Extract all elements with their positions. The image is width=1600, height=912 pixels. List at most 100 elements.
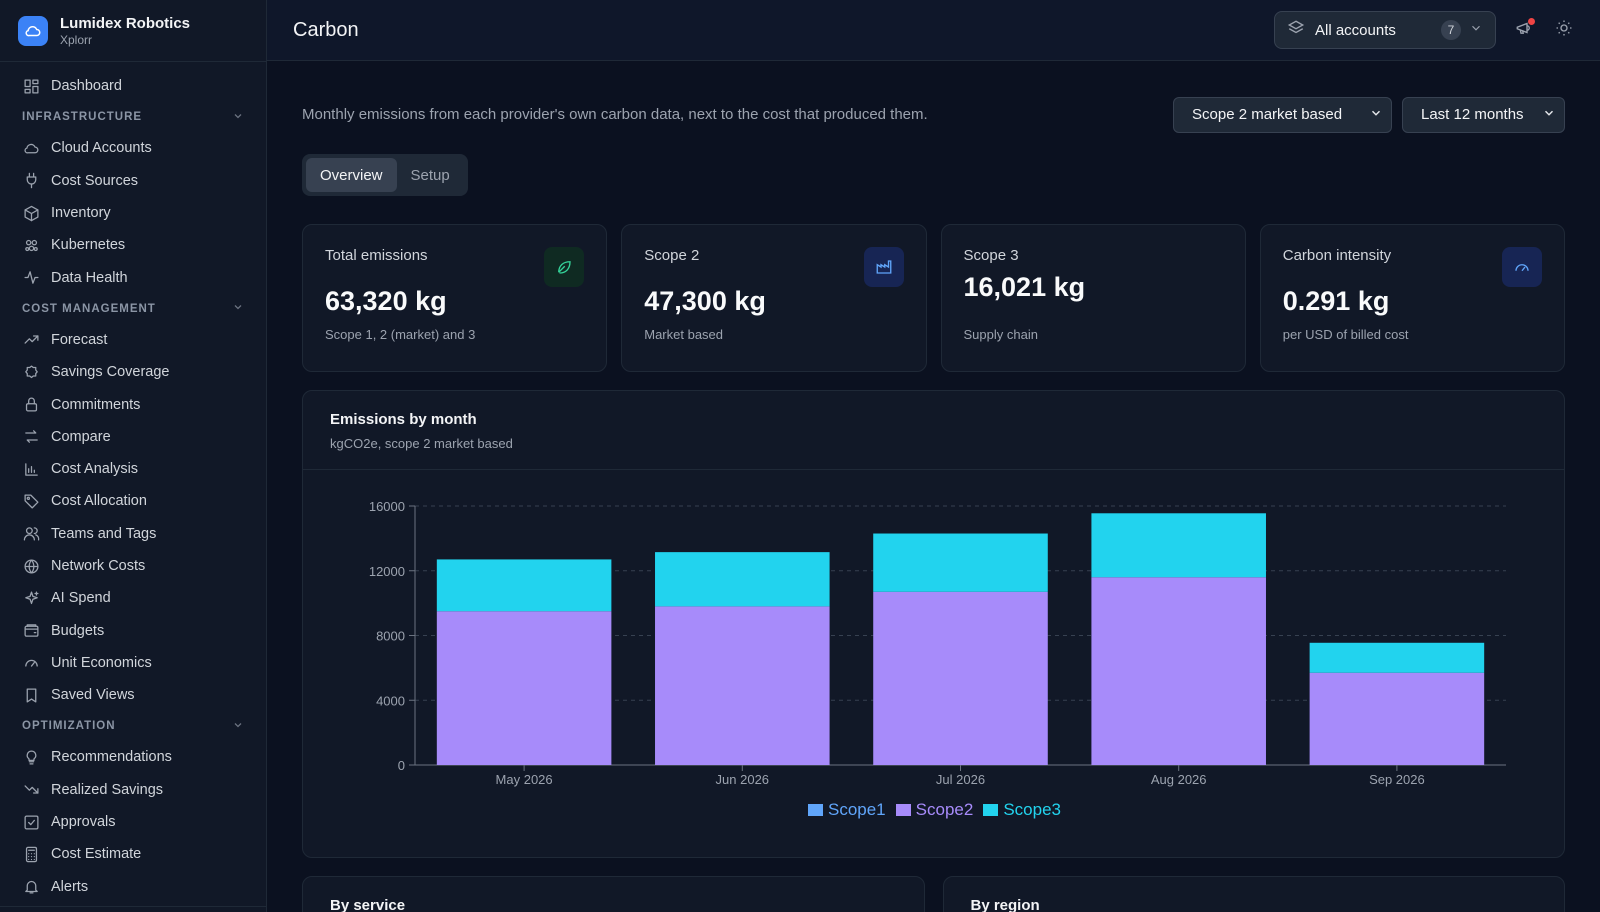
kpi-subtitle: per USD of billed cost (1282, 327, 1409, 342)
sidebar-item-label: Inventory (51, 205, 111, 222)
sun-icon (1555, 19, 1573, 42)
x-tick-label: Aug 2026 (1151, 772, 1207, 787)
sidebar-item-cost-sources[interactable]: Cost Sources (0, 165, 266, 197)
bar-scope2-jun-2026 (655, 606, 830, 765)
kpi-subtitle: Market based (644, 327, 724, 342)
sidebar-item-budgets[interactable]: Budgets (0, 614, 266, 646)
sidebar-item-alerts[interactable]: Alerts (0, 871, 266, 903)
kubernetes-icon (22, 236, 40, 254)
bar-scope3-aug-2026 (1091, 513, 1266, 578)
sidebar-item-inventory[interactable]: Inventory (0, 197, 266, 229)
cloud-icon (22, 139, 40, 157)
bar-scope3-may-2026 (436, 559, 612, 612)
chart-area: 0 4000 8000 12000 16000 May 2026 Jun 2026 Jul 2… (303, 470, 1566, 857)
pulse-icon (22, 269, 40, 287)
chevron-down-icon (232, 110, 244, 125)
sidebar-item-cost-analysis[interactable]: Cost Analysis (0, 453, 266, 485)
tab-overview[interactable]: Overview (306, 158, 397, 192)
accounts-selector[interactable]: All accounts 7 (1274, 11, 1496, 49)
theme-toggle-button[interactable] (1552, 18, 1576, 42)
sidebar-section-optimization[interactable]: OPTIMIZATION (0, 711, 266, 741)
sidebar-item-label: Savings Coverage (51, 364, 170, 381)
sidebar-item-dashboard[interactable]: Dashboard (0, 70, 266, 102)
bar-scope3-jun-2026 (655, 552, 830, 607)
users-icon (22, 525, 40, 543)
trend-up-icon (22, 331, 40, 349)
kpi-subtitle: Scope 1, 2 (market) and 3 (325, 327, 476, 342)
topbar: Carbon All accounts 7 (267, 0, 1600, 61)
layers-icon (1287, 19, 1305, 42)
legend-item-scope3[interactable]: Scope3 (983, 800, 1061, 820)
sidebar-item-approvals[interactable]: Approvals (0, 806, 266, 838)
bar-scope3-jul-2026 (873, 533, 1048, 592)
legend-swatch (895, 804, 911, 816)
badge-icon (22, 363, 40, 381)
bar-scope3-sep-2026 (1309, 642, 1485, 673)
x-tick-label: Jun 2026 (716, 772, 770, 787)
sidebar-section-cost-management[interactable]: COST MANAGEMENT (0, 294, 266, 324)
leaf-icon (544, 247, 585, 287)
sidebar-item-ai-spend[interactable]: AI Spend (0, 582, 266, 614)
sidebar-item-recommendations[interactable]: Recommendations (0, 741, 266, 773)
page-description: Monthly emissions from each provider's o… (302, 106, 928, 123)
kpi-card-scope-3: Scope 3 16,021 kg Supply chain (940, 224, 1246, 372)
arrows-swap-icon (22, 428, 40, 446)
legend-swatch (983, 804, 999, 816)
sidebar-section-infrastructure[interactable]: INFRASTRUCTURE (0, 102, 266, 132)
chevron-down-icon (1369, 106, 1383, 124)
chart-subtitle: kgCO2e, scope 2 market based (330, 436, 513, 451)
sidebar-item-kubernetes[interactable]: Kubernetes (0, 229, 266, 261)
sidebar-nav: Dashboard INFRASTRUCTURE Cloud Accounts Cos… (0, 62, 266, 903)
brand-header[interactable]: Lumidex Robotics Xplorr (0, 0, 266, 62)
bell-icon (22, 878, 40, 896)
sidebar-item-cloud-accounts[interactable]: Cloud Accounts (0, 132, 266, 164)
sidebar-item-cost-estimate[interactable]: Cost Estimate (0, 838, 266, 870)
sidebar-item-unit-economics[interactable]: Unit Economics (0, 647, 266, 679)
bar-scope2-jul-2026 (873, 591, 1048, 765)
by-service-card: By service (302, 876, 925, 912)
accounts-label: All accounts (1315, 21, 1396, 39)
legend-item-scope1[interactable]: Scope1 (807, 800, 886, 820)
sidebar-item-compare[interactable]: Compare (0, 421, 266, 453)
kpi-title: Carbon intensity (1282, 247, 1392, 264)
sidebar-item-label: AI Spend (51, 590, 111, 607)
bookmark-icon (22, 686, 40, 704)
tab-setup[interactable]: Setup (410, 166, 450, 184)
lock-icon (22, 396, 40, 414)
sidebar-item-label: Cost Sources (51, 172, 139, 189)
sidebar-item-forecast[interactable]: Forecast (0, 324, 266, 356)
x-tick-label: Sep 2026 (1369, 772, 1425, 787)
sidebar-item-label: Cost Estimate (51, 846, 142, 863)
kpi-title: Scope 3 (963, 247, 1019, 264)
bar-scope2-sep-2026 (1309, 672, 1485, 765)
kpi-card-scope-2: Scope 2 47,300 kg Market based (621, 224, 927, 372)
sidebar-item-data-health[interactable]: Data Health (0, 261, 266, 293)
sidebar-item-teams-and-tags[interactable]: Teams and Tags (0, 518, 266, 550)
scope-select-value: Scope 2 market based (1192, 106, 1343, 123)
sidebar-item-saved-views[interactable]: Saved Views (0, 679, 266, 711)
sidebar-item-commitments[interactable]: Commitments (0, 388, 266, 420)
legend-item-scope2[interactable]: Scope2 (895, 800, 974, 820)
org-name: Lumidex Robotics (60, 14, 191, 32)
date-range-select[interactable]: Last 12 months (1402, 96, 1565, 133)
sidebar-item-realized-savings[interactable]: Realized Savings (0, 774, 266, 806)
legend-label: Scope2 (915, 800, 974, 819)
lightbulb-icon (22, 748, 40, 766)
sidebar-item-cost-allocation[interactable]: Cost Allocation (0, 485, 266, 517)
sidebar-item-network-costs[interactable]: Network Costs (0, 550, 266, 582)
page-title: Carbon (293, 18, 359, 41)
kpi-value: 0.291 kg (1282, 286, 1390, 316)
check-square-icon (22, 813, 40, 831)
gauge-icon (22, 654, 40, 672)
sidebar-item-label: Realized Savings (51, 781, 164, 798)
kpi-value: 63,320 kg (325, 286, 447, 316)
announcements-button[interactable] (1512, 18, 1536, 42)
chevron-down-icon (232, 719, 244, 734)
trend-down-icon (22, 781, 40, 799)
sidebar-section-title: INFRASTRUCTURE (22, 111, 143, 124)
sidebar-item-label: Unit Economics (51, 654, 152, 671)
sidebar-item-savings-coverage[interactable]: Savings Coverage (0, 356, 266, 388)
scope-select[interactable]: Scope 2 market based (1173, 96, 1392, 133)
main-area: Carbon All accounts 7 (267, 0, 1600, 912)
sidebar-item-label: Dashboard (51, 78, 122, 95)
